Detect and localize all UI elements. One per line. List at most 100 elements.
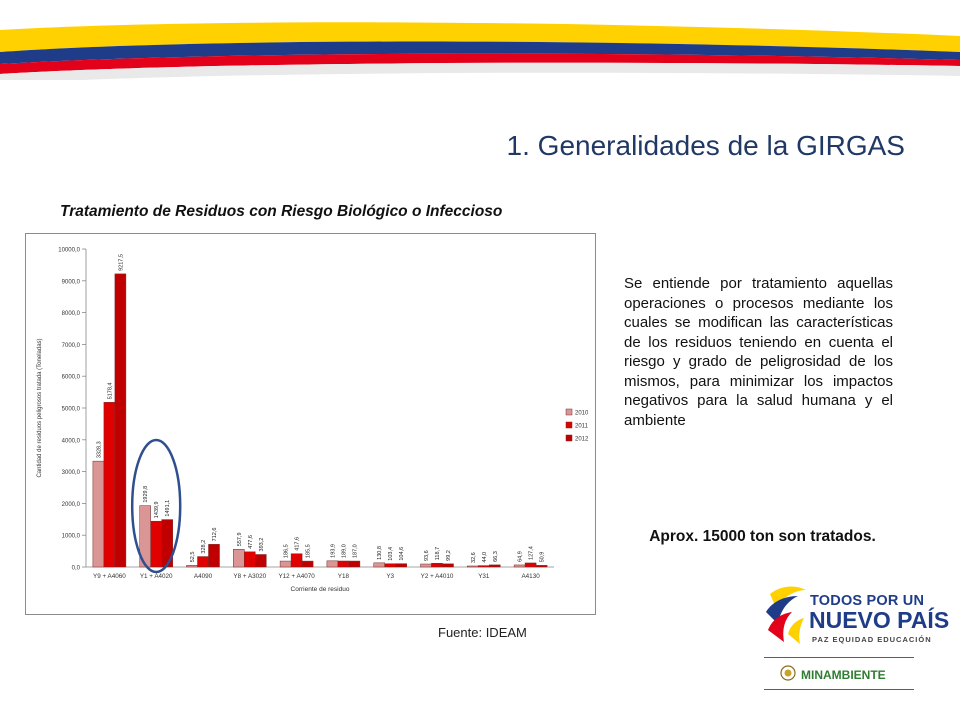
logo-divider-bottom [764, 689, 914, 690]
banner-yellow-stripe [0, 22, 960, 52]
highlight-ellipse [130, 438, 182, 574]
bar-data-label: 712,6 [212, 528, 218, 542]
y-tick-label: 10000,0 [58, 248, 80, 254]
x-tick-label: Y2 + A4010 [421, 573, 454, 580]
bar-2011 [197, 556, 209, 568]
bar-2012 [161, 519, 173, 568]
bar-2010 [186, 565, 198, 568]
legend-swatch-2011 [565, 421, 573, 429]
y-tick-label: 5000,0 [62, 407, 81, 413]
x-tick-label: Y12 + A4070 [278, 573, 315, 580]
legend-swatch-2010 [565, 408, 573, 416]
bar-2011 [337, 560, 350, 568]
bar-2010 [279, 560, 292, 568]
bar-2011 [150, 520, 162, 568]
bar-data-label: 185,5 [306, 544, 312, 558]
y-tick-label: 1000,0 [62, 534, 81, 540]
x-tick-label: Y3 [386, 573, 394, 580]
bar-2012 [301, 560, 314, 568]
y-tick-label: 9000,0 [62, 279, 81, 285]
description-paragraph: Se entiende por tratamiento aquellas ope… [624, 275, 893, 429]
bar-data-label: 9217,5 [118, 254, 124, 271]
bar-data-label: 52,5 [190, 552, 196, 563]
slide-title: 1. Generalidades de la GIRGAS [506, 130, 905, 161]
legend-label: 2012 [575, 437, 589, 443]
national-seal-icon [780, 665, 796, 681]
bar-data-label: 64,9 [518, 551, 524, 562]
bar-data-label: 193,9 [330, 544, 336, 558]
y-tick-label: 6000,0 [62, 375, 81, 381]
bar-data-label: 127,4 [529, 546, 535, 560]
logo-tagline: PAZ EQUIDAD EDUCACIÓN [812, 635, 932, 644]
bar-2012 [348, 560, 361, 568]
bar-data-label: 104,6 [399, 547, 405, 561]
bar-data-label: 186,5 [284, 544, 290, 558]
bar-2012 [255, 554, 267, 568]
x-tick-label: A4090 [194, 573, 213, 580]
banner-red-stripe [0, 53, 960, 74]
y-tick-label: 2000,0 [62, 502, 81, 508]
x-tick-label: Y8 + A3020 [233, 573, 266, 580]
bar-2011 [431, 562, 443, 568]
bar-data-label: 50,9 [540, 552, 546, 563]
y-tick-label: 7000,0 [62, 343, 81, 349]
bar-2012 [442, 563, 454, 568]
source-caption: Fuente: IDEAM [438, 625, 527, 640]
bar-2010 [467, 565, 479, 568]
bar-2011 [244, 551, 256, 568]
bar-2010 [373, 562, 385, 568]
bar-2011 [478, 565, 490, 568]
bar-data-label: 130,8 [377, 546, 383, 560]
legend-label: 2011 [575, 424, 589, 430]
bar-data-label: 118,7 [435, 547, 441, 560]
bar-2010 [326, 560, 339, 568]
bar-2010 [513, 564, 526, 568]
government-logo: TODOS POR UN NUEVO PAÍS PAZ EQUIDAD EDUC… [758, 582, 949, 697]
banner-blue-stripe [0, 41, 960, 64]
x-tick-label: Y18 [338, 573, 350, 580]
logo-divider [764, 657, 914, 658]
bar-2012 [208, 544, 220, 568]
bar-2011 [384, 563, 396, 568]
logo-line-1: TODOS POR UN [810, 593, 925, 609]
bar-2010 [233, 549, 245, 568]
bar-2012 [114, 273, 127, 568]
bar-2010 [92, 460, 105, 568]
bar-data-label: 5178,4 [107, 382, 113, 399]
bar-2011 [103, 402, 116, 568]
bar-2012 [395, 563, 407, 568]
bar-data-label: 99,2 [446, 550, 452, 561]
bar-data-label: 3328,3 [96, 441, 102, 458]
legend-label: 2010 [575, 411, 589, 417]
bar-data-label: 417,6 [295, 537, 301, 551]
bar-2011 [290, 553, 303, 568]
bar-2012 [535, 565, 548, 568]
y-tick-label: 8000,0 [62, 311, 81, 317]
x-tick-label: A4130 [521, 573, 540, 580]
summary-callout: Aprox. 15000 ton son tratados. [649, 528, 876, 545]
bar-data-label: 1491,1 [165, 500, 171, 517]
bar-data-label: 477,6 [248, 535, 254, 549]
bar-data-label: 189,0 [341, 544, 347, 558]
x-axis-label: Corriente de residuo [291, 586, 350, 593]
x-tick-label: Y31 [478, 573, 490, 580]
bar-data-label: 1929,8 [143, 486, 149, 503]
legend-swatch-2012 [565, 434, 573, 442]
bar-data-label: 557,9 [237, 532, 243, 546]
logo-line-2: NUEVO PAÍS [809, 607, 950, 633]
bar-2012 [489, 564, 501, 568]
bar-data-label: 328,2 [201, 540, 207, 554]
bar-data-label: 103,4 [388, 547, 394, 561]
ministry-label: MINAMBIENTE [801, 668, 886, 682]
bar-data-label: 1439,9 [154, 501, 160, 518]
bar-data-label: 66,3 [493, 551, 499, 562]
chart-heading: Tratamiento de Residuos con Riesgo Bioló… [60, 203, 503, 220]
y-tick-label: 0,0 [72, 566, 81, 572]
bar-2011 [524, 562, 537, 568]
bar-data-label: 187,0 [352, 544, 358, 558]
colombia-flag-mark-icon [766, 586, 806, 644]
header-banner [0, 22, 960, 80]
x-tick-label: Y1 + A4020 [140, 573, 173, 580]
chart-frame: 0,0 1000,0 2000,0 3000,0 4000,0 5000,0 6000,0 7… [25, 233, 596, 615]
y-tick-label: 3000,0 [62, 470, 81, 476]
